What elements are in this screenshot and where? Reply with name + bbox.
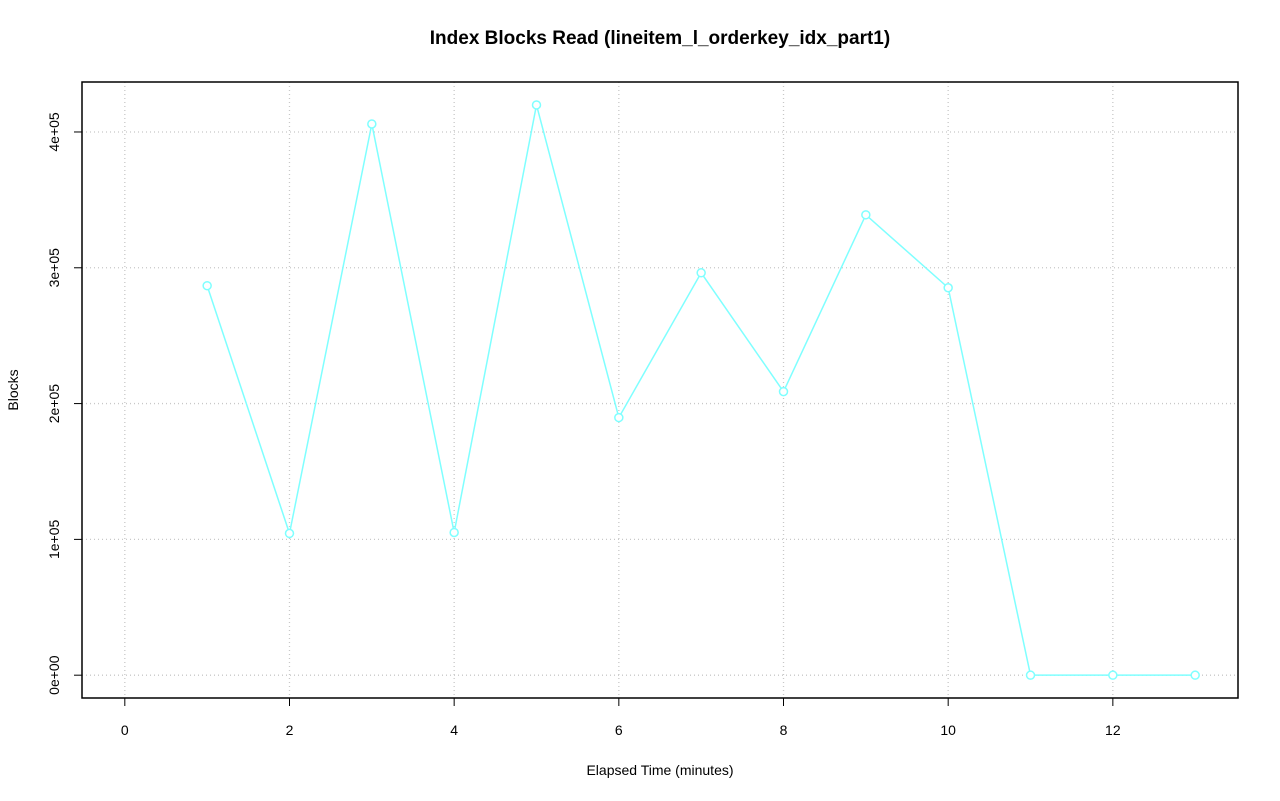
point [861, 210, 871, 220]
x-tick-label: 10 [940, 722, 956, 738]
y-tick-label: 4e+05 [46, 112, 62, 152]
point [284, 528, 295, 539]
point [1025, 670, 1036, 680]
x-axis-title: Elapsed Time (minutes) [586, 762, 733, 778]
point [367, 119, 377, 129]
x-tick-label: 6 [615, 722, 623, 738]
point [1108, 670, 1118, 680]
y-axis-title: Blocks [5, 369, 21, 410]
point [614, 412, 624, 423]
y-tick-label: 3e+05 [46, 248, 62, 288]
y-tick-label: 0e+00 [46, 655, 62, 695]
x-tick-label: 12 [1105, 722, 1121, 738]
x-tick-label: 8 [780, 722, 788, 738]
point [778, 386, 789, 397]
point [449, 527, 459, 538]
x-tick-label: 2 [286, 722, 294, 738]
point [943, 282, 953, 293]
point [1190, 670, 1200, 680]
y-tick-label: 1e+05 [46, 520, 62, 560]
point [202, 280, 212, 291]
chart-title: Index Blocks Read (lineitem_l_orderkey_i… [430, 28, 890, 49]
y-tick-label: 2e+05 [46, 384, 62, 424]
point [696, 268, 706, 278]
x-tick-label: 0 [121, 722, 129, 738]
x-tick-label: 4 [450, 722, 458, 738]
point [531, 100, 542, 110]
plot-frame [81, 81, 1239, 699]
